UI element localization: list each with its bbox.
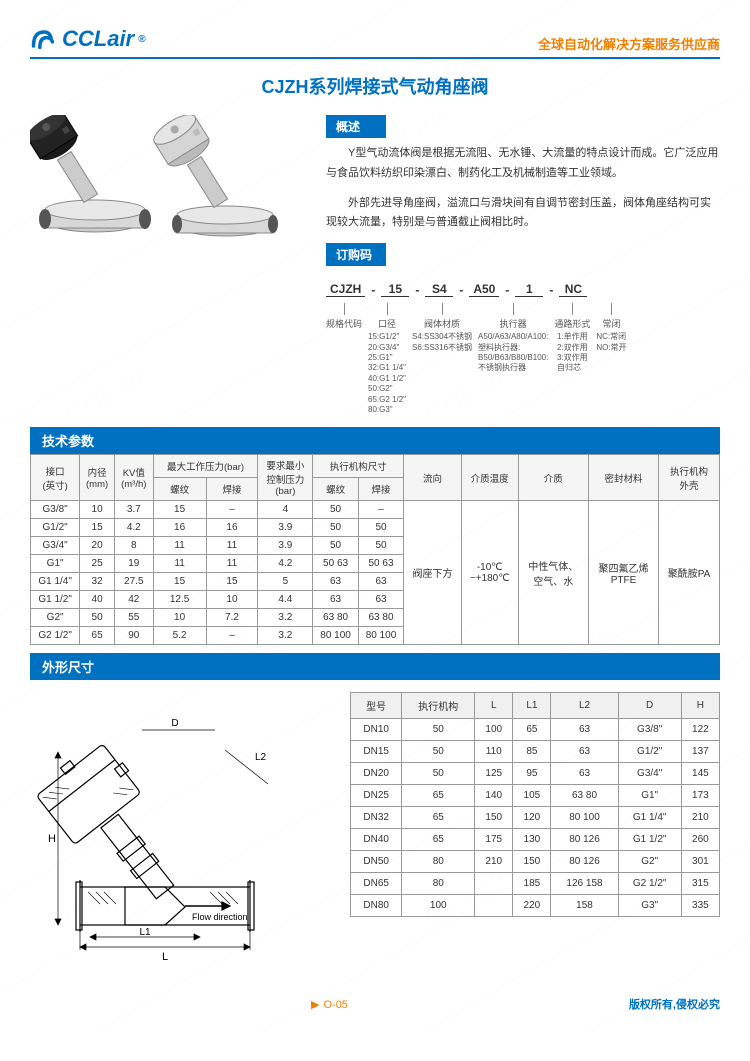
page-title: CJZH系列焊接式气动角座阀 [30,73,720,99]
code-seg-3: A50 [469,282,499,297]
copyright-text: 版权所有,侵权必究 [629,996,720,1012]
svg-text:L2: L2 [255,752,267,763]
flow-direction-label: Flow direction [192,912,248,922]
dimension-drawing: L L1 H L2 D Flow direction [30,692,330,972]
order-code-heading: 订购码 [326,243,386,266]
svg-text:L1: L1 [139,927,151,938]
brand-name: CCLair [62,26,134,52]
dimensions-table: 型号执行机构LL1L2DH DN10501006563G3/8"122DN155… [350,692,720,917]
logo-icon [30,25,58,53]
dimensions-heading: 外形尺寸 [30,653,720,680]
brand-logo: CCLair ® [30,25,146,53]
page-number: ▶O-05 [311,998,348,1011]
code-seg-2: S4 [425,282,453,297]
registered-mark: ® [138,34,145,45]
code-seg-4: 1 [515,282,543,297]
order-code-line: CJZH- 15- S4- A50- 1- NC [326,282,720,297]
code-seg-0: CJZH [326,282,365,297]
code-seg-1: 15 [381,282,409,297]
code-seg-5: NC [559,282,587,297]
page-footer: ▶O-05 版权所有,侵权必究 [30,990,720,1012]
svg-text:D: D [171,718,178,729]
svg-text:H: H [48,833,56,845]
overview-heading: 概述 [326,115,386,138]
order-code-tree: 规格代码口径15:G1/2"20:G3/4"25:G1"32:G1 1/4"40… [326,303,720,415]
page-header: CCLair ® 全球自动化解决方案服务供应商 [30,25,720,59]
tech-params-heading: 技术参数 [30,427,720,454]
product-photo [30,115,310,315]
svg-text:L: L [162,951,168,963]
overview-text-2: 外部先进导角座阀，溢流口与滑块间有自调节密封压盖，阀体角座结构可实现较大流量，特… [326,194,720,234]
overview-text-1: Y型气动流体阀是根据无流阻、无水锤、大流量的特点设计而成。它广泛应用与食品饮料纺… [326,144,720,184]
tagline: 全球自动化解决方案服务供应商 [538,34,720,53]
tech-params-table: 接口(英寸)内径(mm)KV值(m³/h)最大工作压力(bar)要求最小控制压力… [30,454,720,645]
